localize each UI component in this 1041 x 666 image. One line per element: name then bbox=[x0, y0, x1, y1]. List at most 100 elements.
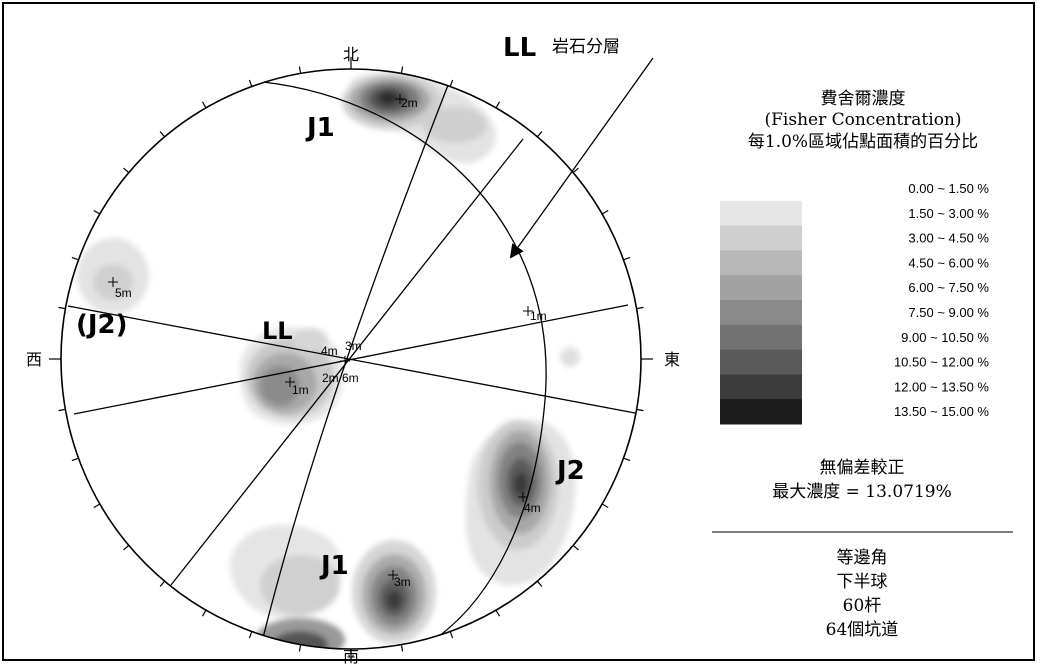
azimuth-tick bbox=[159, 580, 166, 587]
bedding-code: LL bbox=[503, 33, 536, 63]
cluster-j2-east bbox=[465, 420, 576, 586]
great-circle-diagonal bbox=[170, 138, 524, 586]
projection-poles: 60杆 bbox=[843, 596, 882, 616]
legend-swatch-9 bbox=[720, 399, 802, 425]
legend-swatch-8 bbox=[720, 374, 802, 400]
azimuth-tick bbox=[298, 644, 302, 652]
azimuth-tick bbox=[601, 503, 609, 509]
azimuth-tick bbox=[298, 66, 302, 74]
legend-range-2: 3.00 ~ 4.50 % bbox=[908, 231, 989, 246]
azimuth-tick bbox=[601, 209, 609, 215]
legend-range-9: 13.50 ~ 15.00 % bbox=[894, 404, 989, 419]
cluster-j1-top bbox=[342, 72, 497, 164]
azimuth-tick bbox=[536, 580, 543, 587]
azimuth-tick bbox=[400, 66, 404, 74]
pole-labels: 2m 5m 4m 3m 2m 6m 1m 1m 4m 3m bbox=[115, 96, 547, 589]
pole-label-8: 4m bbox=[524, 501, 541, 515]
pole-label-3: 3m bbox=[345, 339, 362, 353]
stats-block: 無偏差較正 最大濃度 = 13.0719% bbox=[772, 458, 952, 502]
azimuth-tick bbox=[123, 167, 130, 174]
azimuth-tick bbox=[572, 544, 579, 551]
azimuth-tick bbox=[201, 101, 207, 109]
cluster-j1-bottom bbox=[229, 524, 436, 649]
azimuth-tick bbox=[248, 79, 253, 87]
azimuth-tick bbox=[495, 609, 501, 617]
pole-label-1: 5m bbox=[115, 286, 132, 300]
bedding-legend: LL 岩石分層 bbox=[503, 33, 654, 259]
azimuth-ticks bbox=[49, 57, 653, 661]
legend-swatch-6 bbox=[720, 324, 802, 351]
azimuth-tick bbox=[248, 631, 253, 639]
cluster-ll-center bbox=[240, 326, 344, 425]
azimuth-tick bbox=[636, 408, 644, 412]
pole-label-9: 3m bbox=[394, 575, 411, 589]
legend-title: 費舍爾濃度 bbox=[821, 89, 906, 109]
azimuth-tick bbox=[449, 79, 454, 87]
great-circle-east-line bbox=[73, 304, 629, 415]
bedding-text: 岩石分層 bbox=[552, 37, 620, 57]
label-j2-east: J2 bbox=[555, 456, 585, 486]
pole-label-7: 1m bbox=[530, 309, 547, 323]
azimuth-tick bbox=[400, 644, 404, 652]
azimuth-tick bbox=[58, 306, 66, 310]
azimuth-tick bbox=[623, 457, 631, 462]
cluster-j2-west bbox=[77, 238, 149, 314]
legend-subtitle: (Fisher Concentration) bbox=[764, 110, 961, 130]
azimuth-tick bbox=[93, 503, 101, 509]
legend-swatch-5 bbox=[720, 300, 802, 326]
projection-type: 等邊角 bbox=[837, 548, 888, 568]
legend-swatch-7 bbox=[720, 349, 802, 375]
compass-south: 南 bbox=[343, 647, 359, 666]
azimuth-tick bbox=[495, 101, 501, 109]
density-contours bbox=[77, 72, 580, 649]
legend-range-8: 12.00 ~ 13.50 % bbox=[894, 379, 989, 394]
great-circle-j1-a bbox=[262, 79, 451, 639]
legend-swatch-2 bbox=[720, 225, 802, 251]
label-j2-west: (J2) bbox=[76, 310, 128, 340]
stats-method: 無偏差較正 bbox=[820, 458, 905, 478]
azimuth-tick bbox=[623, 256, 631, 261]
set-labels: J1 (J2) LL J2 J1 bbox=[76, 113, 585, 581]
legend-range-4: 6.00 ~ 7.50 % bbox=[908, 280, 989, 295]
label-ll-center: LL bbox=[262, 317, 293, 345]
legend-caption: 每1.0%區域佔點面積的百分比 bbox=[748, 132, 978, 152]
azimuth-tick bbox=[201, 609, 207, 617]
legend-swatch-4 bbox=[720, 275, 802, 301]
azimuth-tick bbox=[636, 306, 644, 310]
azimuth-tick bbox=[536, 131, 543, 138]
pole-label-4: 2m bbox=[322, 371, 339, 385]
azimuth-tick bbox=[159, 131, 166, 138]
azimuth-tick bbox=[58, 408, 66, 412]
legend-range-5: 7.50 ~ 9.00 % bbox=[908, 305, 989, 320]
projection-info: 等邊角 下半球 60杆 64個坑道 bbox=[826, 548, 899, 640]
azimuth-tick bbox=[71, 457, 79, 462]
projection-tunnels: 64個坑道 bbox=[826, 620, 899, 640]
legend-swatch-1 bbox=[720, 200, 802, 227]
azimuth-tick bbox=[93, 209, 101, 215]
legend-range-0: 0.00 ~ 1.50 % bbox=[908, 181, 989, 196]
azimuth-tick bbox=[572, 167, 579, 174]
pole-markers bbox=[108, 94, 533, 580]
cluster-east-spot bbox=[560, 347, 580, 367]
stats-max-density: 最大濃度 = 13.0719% bbox=[772, 482, 952, 502]
azimuth-tick bbox=[449, 631, 454, 639]
legend-range-1: 1.50 ~ 3.00 % bbox=[908, 206, 989, 221]
legend-bins: 0.00 ~ 1.50 % 1.50 ~ 3.00 % 3.00 ~ 4.50 % 4… bbox=[720, 176, 989, 425]
pole-label-5: 6m bbox=[342, 371, 359, 385]
great-circles bbox=[67, 79, 636, 640]
compass-labels: 北 南 東 西 bbox=[26, 45, 680, 666]
pole-label-2: 4m bbox=[321, 344, 338, 358]
legend-range-3: 4.50 ~ 6.00 % bbox=[908, 255, 989, 270]
legend-swatch-3 bbox=[720, 250, 802, 276]
great-circle-j2 bbox=[262, 81, 547, 640]
label-j1-bottom: J1 bbox=[319, 551, 349, 581]
bedding-arrow bbox=[509, 57, 654, 259]
projection-hemisphere: 下半球 bbox=[837, 572, 888, 592]
azimuth-tick bbox=[71, 256, 79, 261]
pole-label-6: 1m bbox=[292, 383, 309, 397]
legend-header: 費舍爾濃度 (Fisher Concentration) 每1.0%區域佔點面積… bbox=[748, 89, 978, 152]
compass-east: 東 bbox=[664, 350, 680, 369]
label-j1-top: J1 bbox=[305, 113, 335, 143]
compass-north: 北 bbox=[343, 45, 359, 64]
